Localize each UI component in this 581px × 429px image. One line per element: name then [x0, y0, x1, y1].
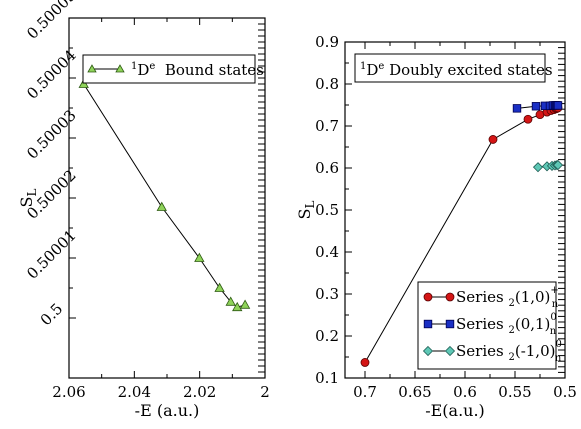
right-legend-label-1-part-1: 2 [508, 325, 514, 336]
right-legend-label-0: Series 2(1,0)+ n [456, 285, 559, 310]
left-series-0-point [214, 282, 225, 292]
left-legend-text: 1De Bound states [131, 61, 264, 79]
right-series-0-point [488, 135, 498, 144]
left-x-tick-label: 2.02 [183, 383, 216, 401]
right-legend-label-1-part-2: (0,1) [515, 315, 551, 333]
left-data-series [78, 78, 251, 312]
right-legend-label-2: Series 2(-1,0)0 n [456, 339, 562, 364]
left-y-label-sub: L [25, 189, 39, 197]
left-legend-rest: Bound states [155, 61, 264, 79]
right-legend-marker-2-a [422, 345, 434, 357]
right-y-tick-label: 0.2 [315, 327, 339, 345]
left-y-axis-label: SL [17, 189, 39, 208]
right-axis-ticks: 0.7 0.65 0.6 0.55 0.5 0.1 0.2 0.3 0.4 0.5 0.6 0.7 0.… [315, 33, 577, 401]
left-legend-sup2: e [149, 61, 155, 72]
right-y-label-sub: L [303, 201, 317, 209]
right-legend-label-1-part-3: 0 [550, 312, 556, 323]
right-legend-label-1: Series 2(0,1)0 n [456, 312, 557, 337]
right-legend-label-2-part-0: Series [456, 342, 508, 360]
right-series-2-point [532, 162, 544, 173]
right-data-series [360, 101, 564, 367]
right-series-0-point [360, 358, 370, 367]
left-legend-sup: 1 [131, 61, 137, 72]
right-title-box: 1De Doubly excited states [354, 53, 553, 83]
right-legend-label-2-part-3: 0 [555, 339, 561, 350]
right-title-box-frame [354, 53, 546, 83]
right-y-axis-label: SL [295, 201, 317, 220]
right-y-tick-label: 0.1 [315, 369, 339, 387]
left-series-0-point [194, 252, 205, 262]
right-series-1-point [531, 102, 541, 111]
right-title-text: 1De Doubly excited states [360, 61, 553, 79]
left-series-0-point [232, 301, 243, 312]
right-y-tick-label: 0.7 [315, 117, 339, 135]
right-legend-label-2-part-4: n [555, 353, 562, 364]
right-legend-label-0-part-3: + [550, 285, 558, 296]
right-x-axis-label: -E(a.u.) [425, 401, 485, 420]
left-legend-marker-left [87, 64, 97, 73]
left-x-tick-label: 2.04 [118, 383, 151, 401]
right-legend-marker-0-a [423, 292, 433, 302]
right-legend-marker-1-a [423, 319, 433, 329]
right-series-2-point [552, 159, 564, 171]
left-legend-main: D [137, 61, 149, 79]
right-legend-marker-2-b [444, 345, 456, 357]
right-x-tick-label: 0.5 [553, 383, 577, 401]
right-panel: 0.7 0.65 0.6 0.55 0.5 0.1 0.2 0.3 0.4 0.5 0.6 0.7 0.… [295, 33, 577, 420]
right-x-tick-label: 0.7 [353, 383, 377, 401]
right-series-1-point [512, 104, 522, 113]
right-legend-label-0-part-1: 2 [508, 298, 514, 309]
left-series-0-point [225, 296, 236, 306]
right-y-tick-label: 0.9 [315, 33, 339, 51]
right-series-1-point [553, 101, 563, 110]
right-series-0-point [523, 114, 533, 124]
right-title-sup: 1 [360, 61, 366, 72]
right-y-tick-label: 0.6 [315, 159, 339, 177]
right-legend-label-2-part-2: (-1,0) [515, 342, 556, 360]
right-legend-marker-1-b [445, 319, 455, 329]
left-x-tick-label: 2.06 [52, 383, 85, 401]
right-legend-label-0-part-2: (1,0) [515, 288, 551, 306]
left-x-axis-label: -E (a.u.) [135, 401, 200, 420]
right-y-tick-label: 0.4 [315, 243, 339, 261]
right-y-tick-label: 0.5 [315, 201, 339, 219]
right-legend-marker-0-b [445, 292, 455, 302]
right-y-tick-label: 0.3 [315, 285, 339, 303]
left-series-0-point [156, 201, 167, 211]
right-legend-label-1-part-4: n [550, 326, 557, 337]
left-y-label-main: S [17, 197, 36, 208]
left-x-tick-label: 2 [260, 383, 270, 401]
right-legend-label-0-part-4: n [552, 299, 559, 310]
right-x-tick-label: 0.65 [398, 383, 431, 401]
right-title-rest: Doubly excited states [384, 61, 552, 79]
right-legend-label-2-part-1: 2 [508, 352, 514, 363]
right-x-tick-label: 0.55 [498, 383, 531, 401]
right-y-label-main: S [295, 209, 314, 220]
right-legend-label-1-part-0: Series [456, 315, 508, 333]
right-title-sup2: e [378, 61, 384, 72]
right-y-tick-label: 0.8 [315, 75, 339, 93]
left-legend-marker-right [115, 64, 125, 73]
right-legend-label-0-part-0: Series [456, 288, 508, 306]
left-series-0-point [239, 299, 251, 309]
right-title-main: D [366, 61, 378, 79]
left-legend: 1De Bound states [82, 54, 264, 84]
right-x-tick-label: 0.6 [453, 383, 477, 401]
